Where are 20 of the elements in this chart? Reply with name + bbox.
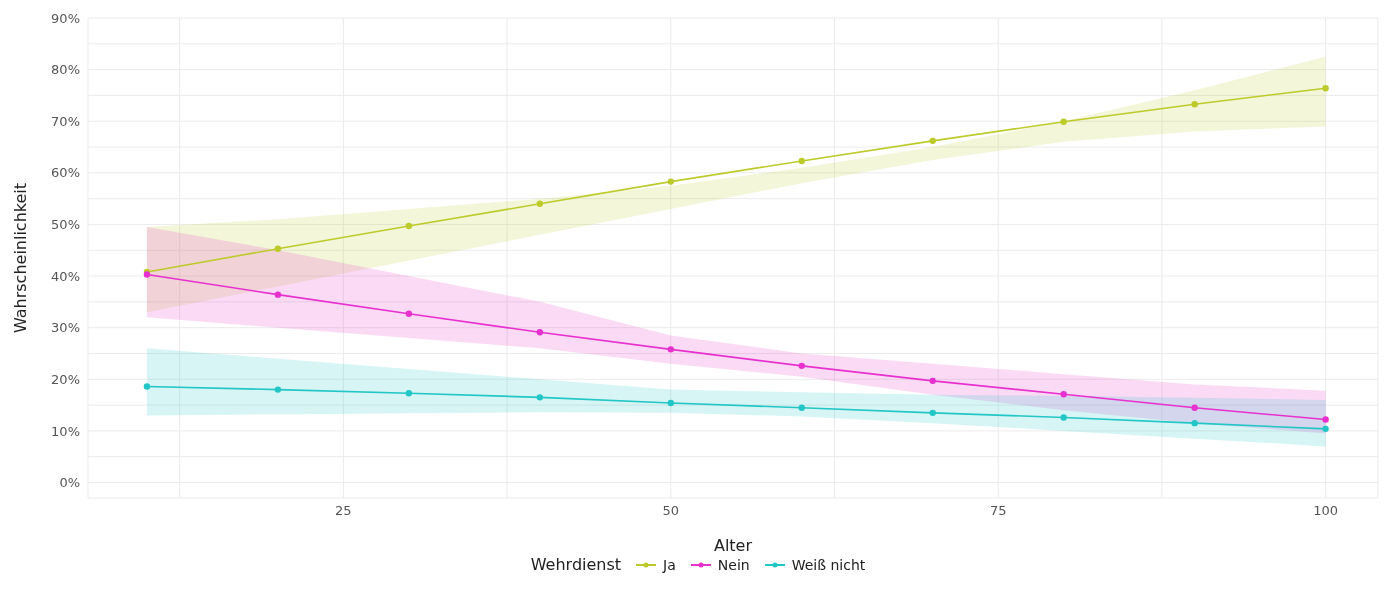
legend-label: Ja bbox=[663, 556, 676, 573]
legend-label: Weiß nicht bbox=[791, 556, 866, 573]
y-tick-label: 80% bbox=[51, 62, 80, 78]
y-tick-label: 20% bbox=[51, 371, 80, 387]
y-axis-title: Wahrscheinlichkeit bbox=[10, 182, 30, 334]
y-tick-label: 50% bbox=[51, 217, 80, 233]
y-tick-label: 10% bbox=[51, 423, 80, 439]
y-tick-label: 40% bbox=[51, 268, 80, 284]
y-tick-label: 70% bbox=[51, 113, 80, 129]
x-tick-label: 50 bbox=[662, 503, 680, 519]
x-tick-label: 25 bbox=[335, 503, 352, 519]
y-tick-label: 30% bbox=[51, 320, 80, 336]
y-tick-label: 90% bbox=[51, 10, 80, 26]
legend-title: Wehrdienst bbox=[530, 555, 622, 574]
y-tick-label: 0% bbox=[59, 475, 80, 491]
x-axis-title: Alter bbox=[713, 536, 753, 555]
y-tick-label: 60% bbox=[51, 165, 80, 181]
legend-label: Nein bbox=[717, 556, 750, 573]
x-tick-label: 75 bbox=[989, 503, 1007, 519]
x-tick-label: 100 bbox=[1313, 503, 1339, 519]
